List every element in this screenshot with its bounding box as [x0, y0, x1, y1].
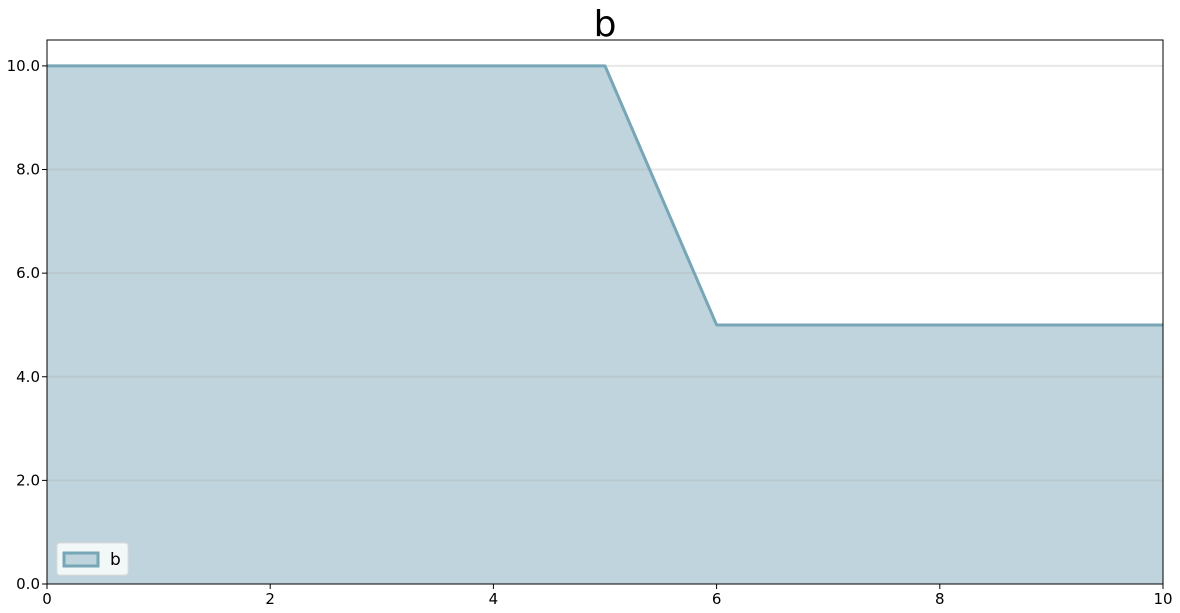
- plot-frame: [46, 39, 1164, 585]
- legend-swatch: [62, 551, 100, 568]
- legend-label: b: [110, 550, 121, 570]
- x-tick-label: 8: [935, 590, 945, 608]
- series-line: [47, 64, 1163, 327]
- legend: b: [56, 542, 129, 576]
- y-tick-label: 0.0: [16, 575, 40, 593]
- x-tick-label: 6: [712, 590, 722, 608]
- y-axis-ticks: 0.0 2.0 4.0 6.0 8.0 10.0: [7, 57, 47, 593]
- series-area: [47, 65, 1163, 584]
- x-axis-ticks: 0 2 4 6 8 10: [42, 584, 1173, 608]
- x-tick-label: 2: [265, 590, 275, 608]
- y-tick-label: 4.0: [16, 368, 40, 386]
- axes: [46, 39, 1164, 585]
- y-tick-label: 2.0: [16, 471, 40, 489]
- x-tick-label: 10: [1153, 590, 1172, 608]
- x-tick-label: 0: [42, 590, 52, 608]
- chart-title: b: [594, 4, 617, 45]
- y-tick-label: 8.0: [16, 161, 40, 179]
- y-tick-label: 10.0: [7, 57, 40, 75]
- area-fill: [47, 65, 1163, 584]
- y-tick-label: 6.0: [16, 264, 40, 282]
- x-tick-label: 4: [489, 590, 499, 608]
